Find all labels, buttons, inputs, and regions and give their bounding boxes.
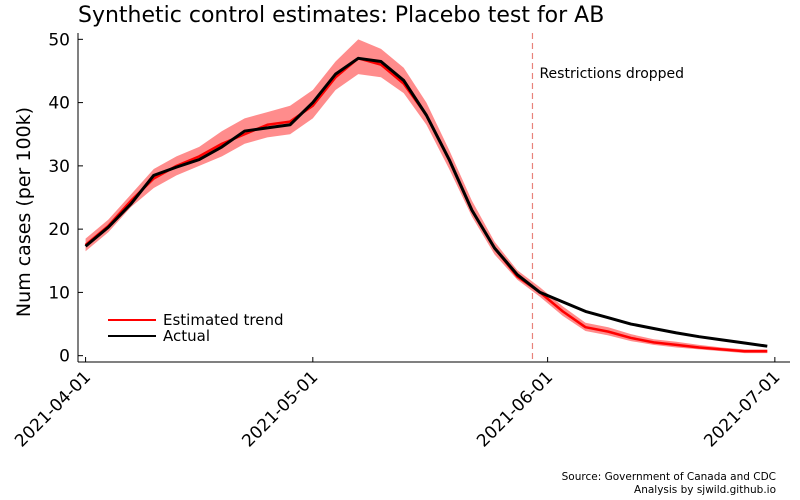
y-axis-label: Num cases (per 100k) <box>13 107 35 317</box>
actual-line <box>84 56 768 348</box>
estimated-trend-line <box>84 57 768 353</box>
source-line: Source: Government of Canada and CDC <box>562 471 776 483</box>
plot-area: 0 10 20 30 40 50 2021-04-01 2021-05-01 2021-06-… <box>11 30 790 451</box>
source-note: Source: Government of Canada and CDC Ana… <box>562 471 776 496</box>
legend-label-actual: Actual <box>163 327 210 345</box>
y-tick-label: 0 <box>59 347 70 367</box>
x-tick-label: 2021-05-01 <box>238 367 322 451</box>
x-tick-label: 2021-06-01 <box>473 367 557 451</box>
y-tick-label: 50 <box>48 30 70 50</box>
y-tick-label: 20 <box>48 220 70 240</box>
y-ticks: 0 10 20 30 40 50 <box>48 30 83 367</box>
restrictions-marker: Restrictions dropped <box>531 33 684 362</box>
estimated-trend-band <box>85 39 768 354</box>
series-group <box>84 39 768 354</box>
analysis-line: Analysis by sjwild.github.io <box>634 484 776 496</box>
y-tick-label: 30 <box>48 157 70 177</box>
restrictions-dropped-label: Restrictions dropped <box>539 66 684 82</box>
legend-label-estimated-trend: Estimated trend <box>163 311 284 329</box>
chart-title: Synthetic control estimates: Placebo tes… <box>78 3 604 28</box>
x-ticks: 2021-04-01 2021-05-01 2021-06-01 2021-07-01 <box>11 357 784 451</box>
legend: Estimated trend Actual <box>108 311 284 345</box>
y-tick-label: 40 <box>48 94 70 114</box>
y-tick-label: 10 <box>48 283 70 303</box>
x-tick-label: 2021-07-01 <box>700 367 784 451</box>
x-tick-label: 2021-04-01 <box>11 367 95 451</box>
